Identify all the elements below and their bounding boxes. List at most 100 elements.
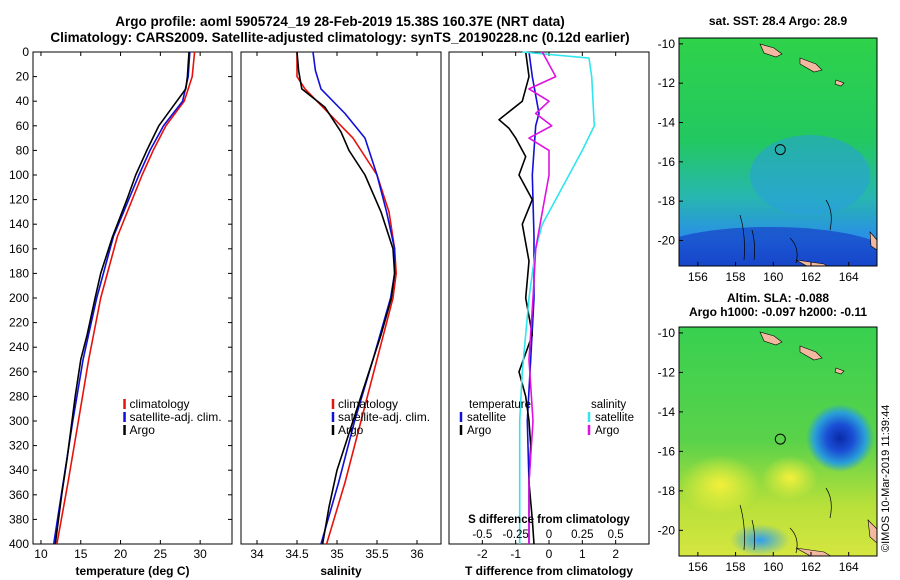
x-tick-label: 0 bbox=[546, 547, 553, 561]
x-tick-label: 10 bbox=[34, 547, 48, 561]
x-tick-label: -2 bbox=[477, 547, 488, 561]
series-line-climatology bbox=[296, 52, 398, 545]
legend-label: Argo bbox=[130, 423, 156, 437]
x-tick-label: 20 bbox=[114, 547, 128, 561]
s-difference-axis-label: S difference from climatology bbox=[468, 514, 630, 526]
x-tick-label: 34.5 bbox=[285, 547, 309, 561]
legend-label: Argo bbox=[595, 425, 619, 437]
map-x-tick-label: 158 bbox=[726, 560, 746, 574]
y-tick-label: 100 bbox=[9, 168, 29, 182]
coastline-island bbox=[759, 43, 783, 58]
map-x-tick-label: 160 bbox=[763, 270, 783, 284]
map-x-tick-label: 162 bbox=[801, 560, 821, 574]
series-line-argo bbox=[54, 51, 190, 545]
map-y-tick-label: -14 bbox=[658, 405, 676, 419]
map-x-tick-label: 156 bbox=[688, 270, 708, 284]
map-y-tick-label: -16 bbox=[658, 444, 676, 458]
s-difference-tick-label: 0.5 bbox=[608, 529, 624, 541]
x-tick-label: 15 bbox=[74, 547, 88, 561]
y-tick-label: 60 bbox=[16, 119, 30, 133]
sst-map-title: sat. SST: 28.4 Argo: 28.9 bbox=[709, 14, 848, 28]
x-axis-label: T difference from climatology bbox=[465, 564, 633, 578]
y-tick-label: 140 bbox=[9, 217, 29, 231]
legend-label: Argo bbox=[338, 423, 364, 437]
coastline-island bbox=[795, 259, 828, 266]
plot-frame bbox=[32, 51, 233, 545]
series-line-s-satellite bbox=[518, 51, 596, 544]
series-line-s-argo bbox=[528, 51, 557, 544]
sst-cool-patch bbox=[750, 135, 870, 215]
profile-panel-3: -2 -1 0 1 2 T difference from climatology temp… bbox=[448, 51, 650, 578]
sla-low-patch bbox=[730, 524, 790, 556]
figure-title-line-2: Climatology: CARS2009. Satellite-adjuste… bbox=[50, 30, 630, 45]
coastline-island bbox=[869, 231, 877, 251]
x-tick-label: 30 bbox=[193, 547, 207, 561]
series-line-argo bbox=[296, 51, 396, 545]
y-tick-label: 80 bbox=[16, 143, 30, 157]
sla-map-title: Altim. SLA: -0.088 bbox=[727, 291, 829, 305]
legend-label: Argo bbox=[467, 425, 491, 437]
y-tick-label: 340 bbox=[9, 463, 29, 477]
map-y-tick-label: -20 bbox=[658, 233, 676, 247]
s-difference-tick-label: 0 bbox=[546, 529, 552, 541]
series-line-t-argo bbox=[498, 51, 535, 545]
map-y-tick-label: -18 bbox=[658, 194, 676, 208]
s-difference-tick-label: 0.25 bbox=[571, 529, 593, 541]
figure-title-line-1: Argo profile: aoml 5905724_19 28-Feb-201… bbox=[115, 14, 565, 29]
map-y-tick-label: -14 bbox=[658, 116, 676, 130]
map-x-tick-label: 164 bbox=[839, 560, 859, 574]
map-y-tick-label: -20 bbox=[658, 523, 676, 537]
map-x-tick-label: 160 bbox=[763, 560, 783, 574]
y-tick-label: 300 bbox=[9, 414, 29, 428]
bathymetry-contour bbox=[739, 487, 832, 554]
y-tick-label: 220 bbox=[9, 316, 29, 330]
y-tick-label: 160 bbox=[9, 242, 29, 256]
sst-map bbox=[678, 37, 878, 267]
sst-cold-band bbox=[679, 227, 877, 266]
y-tick-label: 40 bbox=[16, 94, 30, 108]
sla-cyclonic-eddy bbox=[806, 404, 874, 472]
sla-high-patch bbox=[762, 456, 818, 500]
map-x-tick-label: 156 bbox=[688, 560, 708, 574]
y-tick-label: 380 bbox=[9, 512, 29, 526]
argo-position-marker bbox=[774, 144, 786, 156]
coastline-island bbox=[834, 79, 845, 87]
y-tick-label: 20 bbox=[16, 70, 30, 84]
x-tick-label: -1 bbox=[510, 547, 521, 561]
legend-label: satellite-adj. clim. bbox=[130, 410, 222, 424]
map-x-tick-label: 158 bbox=[726, 270, 746, 284]
legend-title-salinity: salinity bbox=[591, 399, 626, 411]
y-tick-label: 400 bbox=[9, 537, 29, 551]
bathymetry-contour bbox=[739, 199, 832, 264]
coastline-island bbox=[799, 345, 823, 361]
sst-map-frame bbox=[678, 37, 878, 267]
x-tick-label: 1 bbox=[579, 547, 586, 561]
legend-label: satellite-adj. clim. bbox=[338, 410, 430, 424]
y-tick-label: 200 bbox=[9, 291, 29, 305]
map-y-tick-label: -10 bbox=[658, 37, 676, 51]
coastline-island bbox=[759, 331, 783, 346]
x-tick-label: 35.5 bbox=[365, 547, 389, 561]
legend-title-temperature: temperature bbox=[469, 399, 531, 411]
y-tick-label: 180 bbox=[9, 266, 29, 280]
series-line-climatology bbox=[56, 51, 196, 545]
coastline-island bbox=[799, 57, 823, 73]
map-y-tick-label: -12 bbox=[658, 365, 676, 379]
profile-panel-2: 34 34.5 35 35.5 36 salinity climatologysatelli… bbox=[240, 51, 442, 578]
legend-label: climatology bbox=[338, 397, 398, 411]
map-y-tick-label: -12 bbox=[658, 76, 676, 90]
s-difference-tick-label: -0.25 bbox=[503, 529, 529, 541]
x-tick-label: 34 bbox=[250, 547, 264, 561]
y-tick-label: 260 bbox=[9, 365, 29, 379]
series-line-t-satellite bbox=[526, 51, 540, 544]
sla-map bbox=[678, 326, 878, 557]
sla-map-subtitle: Argo h1000: -0.097 h2000: -0.11 bbox=[689, 305, 867, 319]
map-y-tick-label: -10 bbox=[658, 326, 676, 340]
profile-panel-1: 0 20 40 60 80 100 120 140 160 180 200 220 240 260 280 3… bbox=[9, 45, 233, 578]
y-tick-label: 280 bbox=[9, 389, 29, 403]
x-tick-label: 2 bbox=[612, 547, 619, 561]
coastline-island bbox=[867, 519, 877, 544]
argo-position-marker bbox=[774, 433, 786, 445]
series-line-satellite-adj-clim- bbox=[312, 51, 396, 545]
imos-credit: ©IMOS 10-Mar-2019 11:39:44 bbox=[880, 404, 892, 552]
